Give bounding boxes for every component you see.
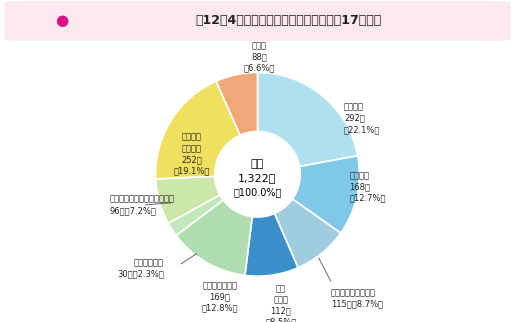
Text: 服務
等関係
112件
（8.5%）: 服務 等関係 112件 （8.5%） — [265, 284, 297, 322]
Text: 公平審査関係
30件（2.3%）: 公平審査関係 30件（2.3%） — [117, 258, 164, 278]
Wedge shape — [293, 156, 359, 233]
Text: ●: ● — [55, 13, 68, 28]
Text: いじめ・
嫁がらせ
252件
（19.1%）: いじめ・ 嫁がらせ 252件 （19.1%） — [173, 133, 210, 175]
Text: 図12－4　苦情相談の内容別件数（平成17年度）: 図12－4 苦情相談の内容別件数（平成17年度） — [195, 14, 382, 27]
Text: 総数: 総数 — [251, 159, 264, 169]
Wedge shape — [176, 200, 252, 275]
Text: セクシュアル・ハラスメント
96件（7.2%）: セクシュアル・ハラスメント 96件（7.2%） — [110, 195, 175, 215]
Wedge shape — [274, 199, 341, 268]
Wedge shape — [258, 72, 358, 166]
Wedge shape — [216, 72, 258, 135]
Text: 任用関係
292件
（22.1%）: 任用関係 292件 （22.1%） — [344, 103, 381, 134]
FancyBboxPatch shape — [5, 2, 510, 40]
Wedge shape — [156, 176, 220, 223]
Text: その他
88件
（6.6%）: その他 88件 （6.6%） — [244, 41, 275, 72]
Text: 給与関係
168件
（12.7%）: 給与関係 168件 （12.7%） — [349, 171, 386, 202]
Wedge shape — [168, 195, 224, 235]
Text: （100.0%）: （100.0%） — [233, 188, 282, 198]
Wedge shape — [156, 81, 240, 179]
Text: 勤務時間、休暇関係
115件（8.7%）: 勤務時間、休暇関係 115件（8.7%） — [331, 289, 383, 308]
Text: 1,322件: 1,322件 — [238, 173, 277, 183]
Wedge shape — [245, 213, 298, 276]
Text: 厚生、福祉関係
169件
（12.8%）: 厚生、福祉関係 169件 （12.8%） — [201, 281, 238, 312]
